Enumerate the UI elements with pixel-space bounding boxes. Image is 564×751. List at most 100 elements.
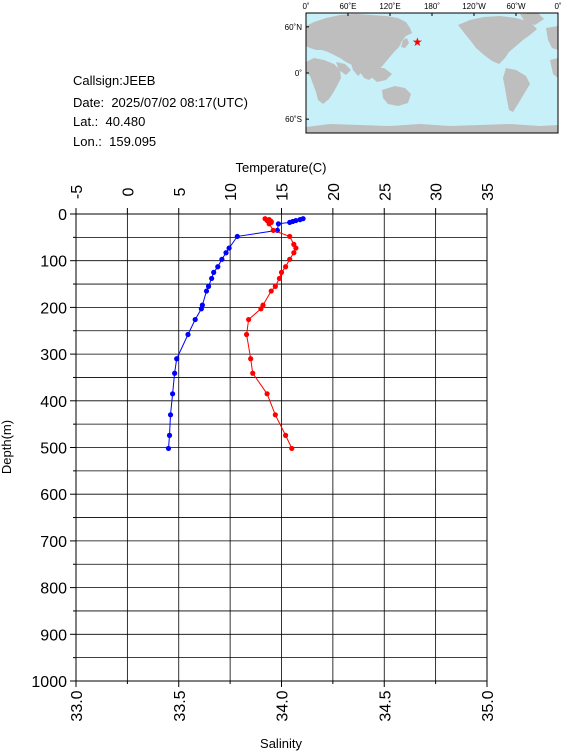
salinity-tick-label: 34.5 bbox=[377, 690, 394, 721]
lat-value: 40.480 bbox=[105, 114, 146, 129]
salinity-data-point bbox=[243, 331, 250, 338]
temperature-data-point bbox=[234, 233, 240, 240]
depth-tick-label: 300 bbox=[40, 347, 67, 364]
callsign-label: Callsign: bbox=[73, 73, 123, 88]
world-map: 0˚ 60˚E 120˚E 180˚ 120˚W 60˚W 0˚ 60˚N 0˚ 60˚S ★ bbox=[285, 2, 562, 134]
salinity-data-point bbox=[287, 256, 293, 262]
depth-tick-label: 0 bbox=[58, 207, 67, 224]
chart-grid bbox=[76, 214, 487, 681]
salinity-data-point bbox=[270, 227, 276, 233]
depth-tick-label: 500 bbox=[40, 441, 67, 458]
land-europe-east bbox=[546, 26, 558, 50]
salinity-data-point bbox=[264, 391, 270, 397]
temperature-tick-label: 0 bbox=[120, 187, 137, 196]
depth-tick-label: 900 bbox=[40, 627, 67, 644]
temperature-data-point bbox=[185, 331, 191, 338]
land-australia bbox=[382, 86, 411, 106]
temperature-data-point bbox=[287, 219, 293, 226]
map-lon-label: 60˚E bbox=[340, 2, 357, 11]
temperature-tick-label: 30 bbox=[429, 183, 446, 201]
date-label: Date: bbox=[73, 95, 105, 110]
callsign-line: Callsign:JEEB bbox=[73, 73, 155, 89]
temperature-tick-label: 35 bbox=[480, 183, 497, 201]
temperature-data-point bbox=[223, 250, 229, 256]
salinity-data-point bbox=[246, 316, 252, 323]
temperature-data-point bbox=[165, 445, 172, 452]
salinity-data-point bbox=[289, 445, 295, 452]
salinity-axis-title: Salinity bbox=[260, 736, 302, 751]
salinity-data-point bbox=[283, 264, 289, 270]
salinity-tick-label: 33.0 bbox=[69, 690, 86, 721]
lon-line: Lon.: 159.095 bbox=[73, 134, 156, 150]
temperature-data-point bbox=[297, 217, 303, 223]
chart-series bbox=[165, 216, 306, 452]
temperature-data-point bbox=[205, 283, 212, 289]
map-latitude-labels: 60˚N 0˚ 60˚S bbox=[285, 23, 303, 124]
depth-tick-label: 1000 bbox=[31, 674, 67, 691]
map-ticks bbox=[305, 13, 559, 120]
temperature-data-point bbox=[172, 370, 178, 376]
temperature-tick-label: 15 bbox=[275, 183, 292, 201]
land-arabia bbox=[336, 62, 351, 75]
temperature-tick-label: 5 bbox=[172, 187, 189, 196]
land-antarctica bbox=[306, 124, 558, 133]
temperature-data-point bbox=[209, 275, 215, 282]
land-japan bbox=[401, 38, 409, 48]
map-lon-label: 60˚W bbox=[506, 2, 526, 11]
depth-axis-title: Depth(m) bbox=[0, 420, 14, 474]
salinity-data-point bbox=[293, 245, 299, 251]
temperature-data-point bbox=[167, 412, 174, 418]
salinity-data-point bbox=[266, 221, 272, 227]
lat-label: Lat.: bbox=[73, 114, 99, 129]
lon-value: 159.095 bbox=[109, 134, 157, 149]
salinity-data-point bbox=[272, 412, 278, 418]
land-africa-east bbox=[550, 58, 558, 78]
salinity-data-point bbox=[276, 275, 283, 282]
land-north-america bbox=[458, 16, 537, 64]
salinity-tick-label: 33.5 bbox=[172, 690, 189, 721]
station-marker-icon: ★ bbox=[412, 35, 423, 49]
salinity-tick-label: 35.0 bbox=[480, 690, 497, 721]
salinity-data-point bbox=[272, 283, 278, 289]
land-eurasia bbox=[306, 14, 412, 80]
temperature-data-point bbox=[169, 391, 176, 397]
salinity-data-point bbox=[258, 306, 264, 312]
salinity-data-point bbox=[283, 432, 289, 438]
salinity-data-point bbox=[250, 370, 256, 376]
salinity-data-point bbox=[248, 356, 254, 362]
depth-tick-label: 800 bbox=[40, 581, 67, 598]
temperature-data-point bbox=[275, 221, 282, 227]
temperature-data-point bbox=[211, 269, 217, 275]
temperature-data-point bbox=[203, 288, 210, 294]
lat-line: Lat.: 40.480 bbox=[73, 114, 145, 130]
land-india bbox=[350, 60, 364, 76]
temperature-data-point bbox=[215, 264, 221, 270]
temperature-tick-label: 25 bbox=[377, 183, 394, 201]
map-lon-label: 0˚ bbox=[554, 2, 561, 11]
temperature-data-point bbox=[198, 306, 204, 312]
salinity-tick-label: 34.0 bbox=[275, 690, 292, 721]
lon-label: Lon.: bbox=[73, 134, 102, 149]
depth-tick-label: 700 bbox=[40, 534, 67, 551]
date-value: 2025/07/02 08:17(UTC) bbox=[111, 95, 248, 110]
map-longitude-labels: 0˚ 60˚E 120˚E 180˚ 120˚W 60˚W 0˚ bbox=[302, 2, 561, 11]
temperature-tick-label: 20 bbox=[326, 183, 343, 201]
land-greenland bbox=[520, 13, 544, 25]
temperature-tick-label: 10 bbox=[223, 183, 240, 201]
salinity-profile-line bbox=[246, 218, 297, 449]
temperature-data-point bbox=[166, 432, 173, 438]
map-land bbox=[306, 13, 558, 133]
salinity-data-point bbox=[268, 288, 274, 294]
temperature-tick-label: -5 bbox=[69, 185, 86, 199]
salinity-data-point bbox=[291, 250, 297, 256]
date-line: Date: 2025/07/02 08:17(UTC) bbox=[73, 95, 248, 111]
map-lon-label: 180˚ bbox=[424, 2, 440, 11]
map-lat-label: 60˚S bbox=[285, 115, 302, 124]
temperature-data-point bbox=[226, 245, 232, 251]
map-lon-label: 120˚W bbox=[462, 2, 486, 11]
depth-tick-label: 100 bbox=[40, 254, 67, 271]
land-south-america bbox=[503, 68, 530, 112]
temperature-data-point bbox=[174, 356, 180, 362]
